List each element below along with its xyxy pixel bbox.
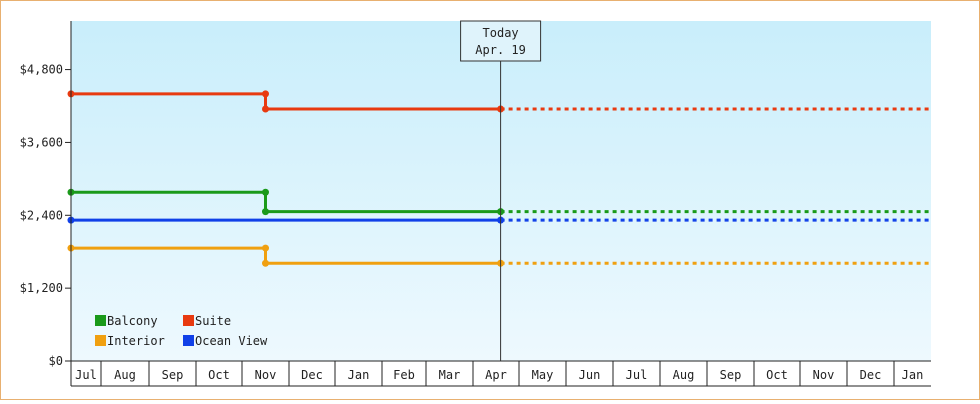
- series-line-suite: [71, 92, 501, 111]
- y-tick-label: $0: [49, 354, 63, 368]
- x-tick-label: Dec: [860, 368, 882, 382]
- x-tick-label: Jul: [626, 368, 648, 382]
- legend-label-ocean-view: Ocean View: [195, 334, 268, 348]
- data-point-suite: [262, 105, 269, 113]
- x-tick-label: Jun: [579, 368, 601, 382]
- x-tick-label: Aug: [673, 368, 695, 382]
- y-tick-label: $4,800: [20, 63, 63, 77]
- today-callout-label: Today: [483, 26, 519, 40]
- x-tick-label: Mar: [439, 368, 461, 382]
- y-tick-label: $3,600: [20, 135, 63, 149]
- legend-label-balcony: Balcony: [107, 314, 158, 328]
- legend-label-interior: Interior: [107, 334, 165, 348]
- x-tick-label: Oct: [766, 368, 788, 382]
- x-tick-label: Sep: [720, 368, 742, 382]
- y-tick-label: $2,400: [20, 208, 63, 222]
- x-tick-label: Oct: [208, 368, 230, 382]
- x-tick-label: Apr: [485, 368, 507, 382]
- x-tick-label: Jan: [902, 368, 924, 382]
- series-line-balcony: [71, 190, 501, 214]
- today-callout: [460, 20, 542, 62]
- x-tick-label: Nov: [255, 368, 277, 382]
- data-point-interior: [262, 244, 269, 252]
- legend-swatch-interior: [95, 335, 106, 346]
- x-tick-label: Feb: [393, 368, 415, 382]
- x-tick-label: Aug: [114, 368, 136, 382]
- x-tick-label: Nov: [813, 368, 835, 382]
- legend-swatch-suite: [183, 315, 194, 326]
- data-point-balcony: [262, 188, 269, 196]
- y-tick-label: $1,200: [20, 281, 63, 295]
- data-point-suite: [262, 90, 269, 98]
- data-point-balcony: [262, 208, 269, 216]
- data-point-interior: [262, 259, 269, 267]
- x-tick-label: Jul: [75, 368, 97, 382]
- today-callout-date: Apr. 19: [475, 43, 526, 57]
- x-tick-label: Dec: [301, 368, 323, 382]
- x-tick-label: May: [532, 368, 554, 382]
- x-tick-label: Jan: [348, 368, 370, 382]
- legend-swatch-ocean-view: [183, 335, 194, 346]
- legend-swatch-balcony: [95, 315, 106, 326]
- series-line-interior: [71, 246, 501, 265]
- legend-label-suite: Suite: [195, 314, 231, 328]
- x-tick-label: Sep: [162, 368, 184, 382]
